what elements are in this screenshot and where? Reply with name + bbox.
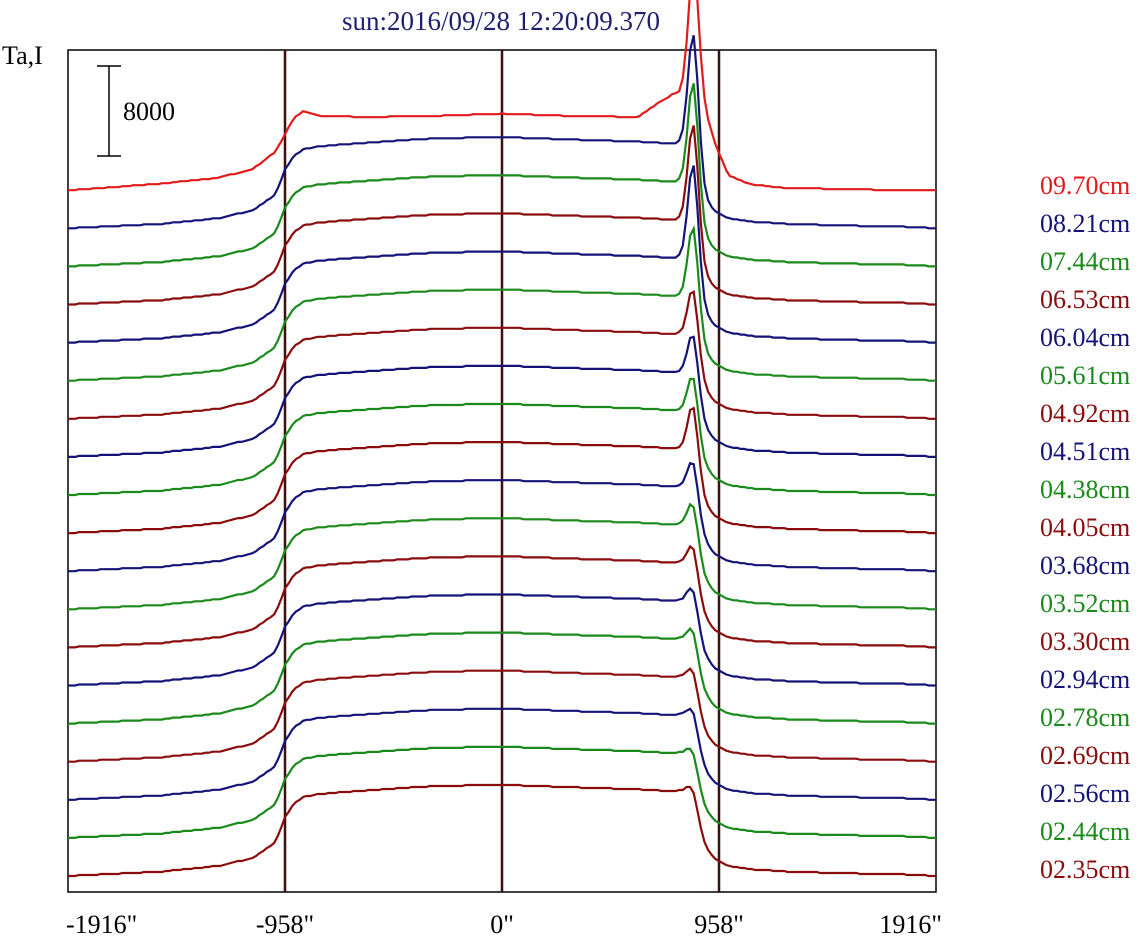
legend-item-03.68cm: 03.68cm <box>1040 551 1130 580</box>
legend-item-04.05cm: 04.05cm <box>1040 513 1130 542</box>
x-tick-label-4: 1916" <box>879 910 942 939</box>
legend-item-02.94cm: 02.94cm <box>1040 665 1130 694</box>
x-tick-label-0: -1916" <box>66 910 137 939</box>
trace-04.38cm <box>68 377 936 497</box>
y-axis-label: Ta,I <box>2 41 43 70</box>
legend-item-08.21cm: 08.21cm <box>1040 209 1130 238</box>
trace-02.35cm <box>68 783 936 878</box>
trace-03.52cm <box>68 502 936 611</box>
x-tick-labels: -1916" -958" 0" 958" 1916" <box>66 910 942 939</box>
legend-item-06.53cm: 06.53cm <box>1040 285 1130 314</box>
trace-06.53cm <box>68 125 936 306</box>
legend: 02.35cm 02.44cm 02.56cm 02.69cm 02.78cm 02.94… <box>1040 171 1130 884</box>
x-tick-label-3: 958" <box>694 910 744 939</box>
legend-item-04.92cm: 04.92cm <box>1040 399 1130 428</box>
legend-item-05.61cm: 05.61cm <box>1040 361 1130 390</box>
trace-04.51cm <box>68 335 936 458</box>
trace-02.44cm <box>68 745 936 839</box>
legend-item-03.30cm: 03.30cm <box>1040 627 1130 656</box>
trace-02.56cm <box>68 707 936 801</box>
trace-02.94cm <box>68 586 936 687</box>
trace-08.21cm <box>68 35 936 230</box>
trace-06.04cm <box>68 165 936 344</box>
trace-02.69cm <box>68 667 936 763</box>
legend-item-02.44cm: 02.44cm <box>1040 817 1130 846</box>
trace-05.61cm <box>68 224 936 382</box>
scale-bar-label: 8000 <box>123 97 175 126</box>
trace-04.05cm <box>68 406 936 535</box>
traces <box>68 0 936 878</box>
trace-09.70cm <box>68 0 936 192</box>
legend-item-06.04cm: 06.04cm <box>1040 323 1130 352</box>
legend-item-03.52cm: 03.52cm <box>1040 589 1130 618</box>
trace-02.78cm <box>68 626 936 725</box>
x-tick-label-2: 0" <box>490 910 514 939</box>
x-tick-label-1: -958" <box>256 910 314 939</box>
legend-item-07.44cm: 07.44cm <box>1040 247 1130 276</box>
trace-03.30cm <box>68 544 936 649</box>
legend-item-02.56cm: 02.56cm <box>1040 779 1130 808</box>
legend-item-02.78cm: 02.78cm <box>1040 703 1130 732</box>
chart-title: sun:2016/09/28 12:20:09.370 <box>341 6 660 36</box>
trace-03.68cm <box>68 461 936 573</box>
trace-07.44cm <box>68 83 936 268</box>
trace-04.92cm <box>68 290 936 420</box>
legend-item-02.35cm: 02.35cm <box>1040 855 1130 884</box>
legend-item-04.51cm: 04.51cm <box>1040 437 1130 466</box>
legend-item-09.70cm: 09.70cm <box>1040 171 1130 200</box>
legend-item-02.69cm: 02.69cm <box>1040 741 1130 770</box>
legend-item-04.38cm: 04.38cm <box>1040 475 1130 504</box>
scale-bar: 8000 <box>97 65 175 157</box>
vertical-markers <box>283 50 721 892</box>
